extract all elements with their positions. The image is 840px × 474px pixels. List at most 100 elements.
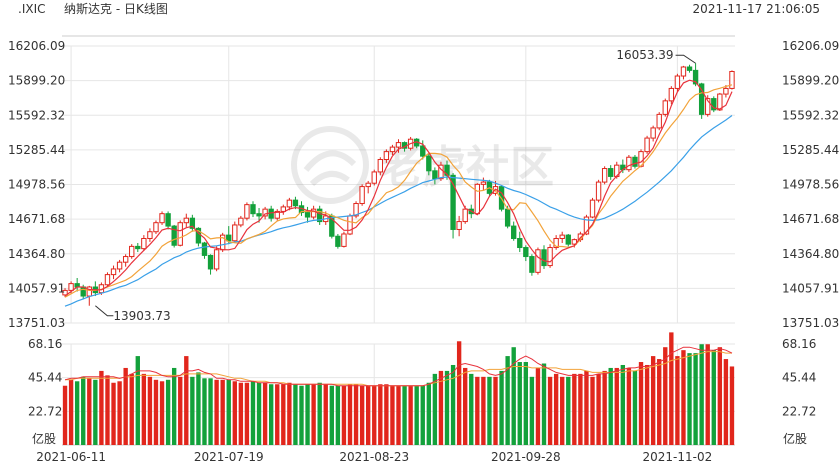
volume-bar bbox=[729, 366, 735, 445]
candle-body bbox=[153, 222, 159, 233]
volume-bar bbox=[299, 385, 304, 445]
candle-body bbox=[183, 217, 189, 224]
candle-body bbox=[177, 222, 183, 246]
watermark-logo-icon bbox=[291, 126, 369, 204]
price-tick-left: 15285.44 bbox=[8, 143, 65, 157]
volume-bar bbox=[590, 376, 595, 445]
candle-body bbox=[286, 199, 293, 208]
candle-body bbox=[280, 206, 286, 212]
candle-body bbox=[316, 208, 323, 223]
volume-bar bbox=[117, 381, 122, 445]
price-tick-left: 14364.80 bbox=[8, 247, 65, 261]
volume-bar bbox=[81, 376, 86, 445]
candle-body bbox=[535, 249, 541, 273]
candle-body bbox=[626, 156, 632, 171]
candle-body bbox=[62, 289, 68, 296]
high-annotation-leader bbox=[675, 54, 696, 64]
candle-body bbox=[395, 142, 402, 148]
candle-body bbox=[226, 234, 232, 242]
price-tick-left: 14978.56 bbox=[8, 178, 65, 192]
volume-ma5-line bbox=[64, 346, 733, 387]
volume-tick-left: 45.44 bbox=[28, 371, 62, 385]
volume-bar bbox=[353, 384, 359, 445]
volume-bar bbox=[105, 375, 110, 445]
volume-unit-left: 亿股 bbox=[32, 431, 56, 446]
candle-body bbox=[189, 217, 196, 229]
volume-bar bbox=[366, 385, 371, 445]
volume-bar bbox=[171, 367, 177, 445]
volume-bar bbox=[141, 373, 147, 445]
candle-body bbox=[141, 237, 147, 250]
volume-bar bbox=[463, 367, 468, 445]
volume-bar bbox=[190, 376, 195, 445]
volume-bar bbox=[93, 379, 98, 445]
volume-bar bbox=[663, 347, 668, 445]
price-tick-left: 13751.03 bbox=[8, 316, 65, 330]
volume-bar bbox=[87, 378, 92, 445]
volume-bar bbox=[620, 364, 626, 445]
candle-body bbox=[686, 66, 693, 71]
candle-body bbox=[420, 145, 426, 157]
volume-bar bbox=[426, 382, 431, 445]
candle-body bbox=[541, 249, 547, 267]
candle-body bbox=[135, 245, 141, 250]
volume-ma-lines bbox=[64, 346, 733, 387]
volume-bar bbox=[238, 382, 244, 445]
candle-body bbox=[583, 216, 590, 235]
candle-body bbox=[377, 159, 383, 173]
price-tick-right: 14978.56 bbox=[782, 178, 839, 192]
candle-body bbox=[698, 83, 705, 115]
volume-bar bbox=[74, 381, 80, 445]
price-tick-right: 16206.09 bbox=[782, 39, 839, 53]
volume-bar bbox=[402, 385, 407, 445]
date-tick-label: 2021-08-23 bbox=[339, 450, 409, 464]
volume-bar bbox=[62, 385, 68, 445]
candle-body bbox=[438, 164, 444, 180]
volume-bar bbox=[547, 376, 553, 445]
candle-body bbox=[262, 208, 268, 217]
volume-bar bbox=[511, 347, 516, 445]
candle-body bbox=[462, 208, 468, 223]
date-tick-label: 2021-09-28 bbox=[491, 450, 561, 464]
candle-body bbox=[171, 225, 177, 246]
candle-body bbox=[250, 204, 256, 215]
volume-bar bbox=[487, 376, 492, 445]
volume-bar bbox=[529, 376, 535, 445]
candle-body bbox=[595, 181, 602, 201]
volume-bar bbox=[584, 370, 589, 445]
volume-bar bbox=[147, 376, 153, 445]
price-tick-right: 14057.91 bbox=[782, 281, 839, 295]
candle-body bbox=[213, 249, 220, 270]
candle-body bbox=[644, 137, 650, 153]
volume-bar bbox=[499, 370, 504, 445]
candle-body bbox=[359, 186, 365, 205]
candle-body bbox=[723, 87, 729, 95]
price-tick-right: 14671.68 bbox=[782, 212, 839, 226]
volume-bar bbox=[723, 359, 729, 445]
candle-body bbox=[668, 87, 675, 102]
candle-body bbox=[365, 182, 371, 188]
candle-body bbox=[589, 199, 596, 218]
candle-body bbox=[559, 234, 565, 239]
volume-bar bbox=[250, 381, 256, 445]
price-tick-right: 15592.32 bbox=[782, 108, 839, 122]
watermark: 老虎社区 bbox=[291, 126, 554, 204]
candle-body bbox=[717, 93, 723, 111]
volume-bar bbox=[475, 376, 480, 445]
candle-body bbox=[608, 168, 614, 177]
date-tick-label: 2021-11-02 bbox=[643, 450, 713, 464]
volume-bar bbox=[450, 364, 456, 445]
date-tick-label: 2021-07-19 bbox=[194, 450, 264, 464]
candle-body bbox=[529, 256, 535, 273]
candle-body bbox=[341, 233, 347, 247]
volume-bar bbox=[214, 379, 219, 445]
price-annotations: 16053.39 13903.73 bbox=[95, 48, 696, 323]
volume-bar bbox=[123, 367, 128, 445]
volume-bar bbox=[208, 378, 213, 445]
volume-bar bbox=[329, 385, 334, 445]
volume-bar bbox=[244, 382, 250, 445]
candle-body bbox=[389, 146, 396, 153]
candle-body bbox=[705, 98, 711, 115]
price-tick-left: 14671.68 bbox=[8, 212, 65, 226]
